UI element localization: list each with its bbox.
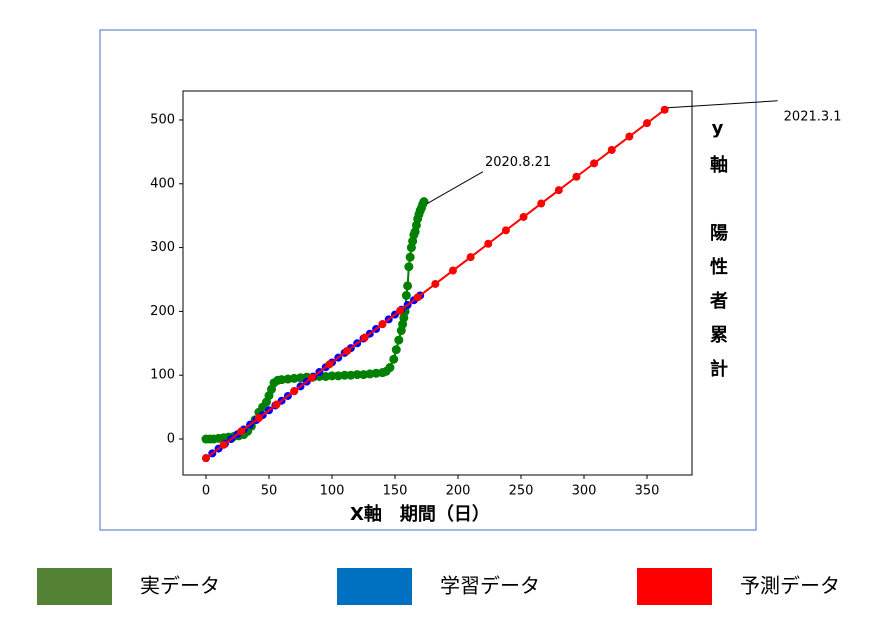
point <box>625 132 634 141</box>
y-tick-label: 200 <box>150 304 175 319</box>
point <box>290 387 299 396</box>
legend-label: 予測データ <box>740 574 840 598</box>
point <box>394 335 404 345</box>
y-axis-label: y軸 陽性者累計 <box>707 118 728 393</box>
point <box>501 226 510 235</box>
legend-swatch <box>337 568 412 605</box>
x-axis-label: X軸 期間（日） <box>350 503 490 525</box>
point <box>219 440 228 449</box>
legend-swatch <box>37 568 112 605</box>
point <box>404 262 414 272</box>
y-tick-label: 100 <box>150 368 175 383</box>
y-tick-label: 300 <box>150 240 175 255</box>
point <box>403 281 413 291</box>
y-tick-label: 500 <box>150 112 175 127</box>
plot-area <box>182 90 693 476</box>
point <box>396 306 405 315</box>
point <box>643 119 652 128</box>
x-tick-label: 300 <box>572 484 597 499</box>
point <box>484 239 493 248</box>
annotation-line <box>667 100 778 109</box>
x-tick-label: 150 <box>383 484 408 499</box>
point <box>254 413 263 422</box>
frame <box>99 29 757 531</box>
point <box>385 363 395 373</box>
point <box>466 253 475 262</box>
point <box>272 400 281 409</box>
legend-label: 実データ <box>140 574 220 598</box>
point <box>389 354 399 364</box>
point <box>554 186 563 195</box>
annotation: 2020.8.21 <box>485 155 551 170</box>
legend-label: 学習データ <box>440 574 540 598</box>
y-axis-label-box: y軸 陽性者累計 <box>707 118 728 393</box>
x-tick-label: 200 <box>446 484 471 499</box>
annotation: 2021.3.1 <box>784 109 842 124</box>
point <box>391 345 401 355</box>
x-tick-label: 250 <box>509 484 534 499</box>
point <box>431 279 440 288</box>
point <box>307 373 316 382</box>
point <box>590 159 599 168</box>
point <box>419 197 429 207</box>
point <box>401 290 411 300</box>
point <box>660 105 669 114</box>
point <box>448 266 457 275</box>
point <box>201 454 210 463</box>
y-tick-label: 400 <box>150 176 175 191</box>
point <box>340 370 350 380</box>
point <box>607 145 616 154</box>
x-tick-label: 50 <box>261 484 278 499</box>
point <box>378 320 387 329</box>
y-tick-label: 0 <box>167 432 175 447</box>
annotation-line <box>426 171 484 205</box>
point <box>405 252 415 262</box>
point <box>325 360 334 369</box>
point <box>327 371 337 381</box>
point <box>572 172 581 181</box>
point <box>237 427 246 436</box>
x-tick-label: 100 <box>320 484 345 499</box>
point <box>537 199 546 208</box>
point <box>352 370 362 380</box>
point <box>360 333 369 342</box>
x-tick-label: 0 <box>202 484 210 499</box>
legend-swatch <box>637 568 712 605</box>
point <box>343 346 352 355</box>
point <box>519 212 528 221</box>
point <box>413 293 422 302</box>
x-tick-label: 350 <box>635 484 660 499</box>
